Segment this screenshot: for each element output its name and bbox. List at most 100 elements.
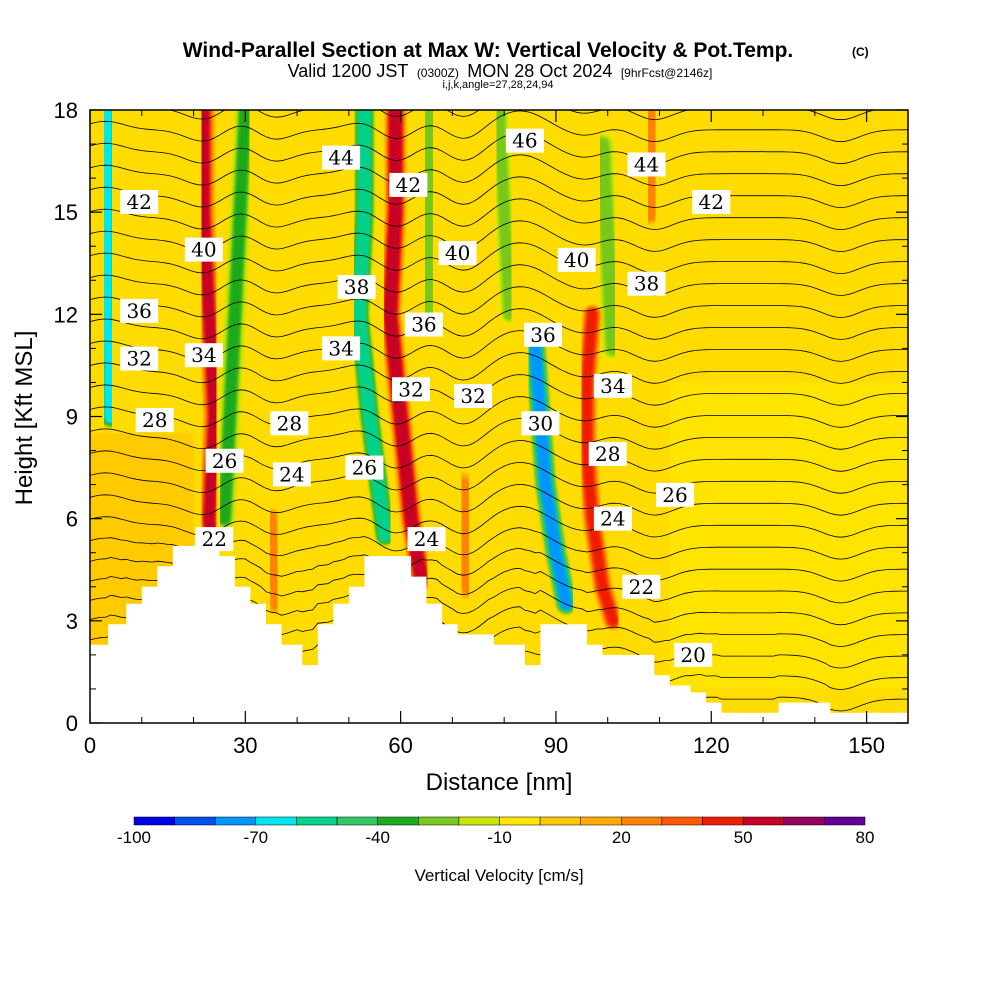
contour-label-text: 26 xyxy=(352,456,377,480)
contour-label: 24 xyxy=(272,462,311,487)
contour-label-text: 20 xyxy=(680,643,705,667)
theta-contour xyxy=(90,374,908,406)
subtitle-grid-indices: i,j,k,angle=27,28,24,94 xyxy=(442,79,553,91)
contour-label-box xyxy=(205,448,244,473)
contour-label: 26 xyxy=(345,455,384,480)
contour-label: 34 xyxy=(184,343,223,368)
updraft-band-6-3 xyxy=(265,512,283,610)
downdraft-band-0-3 xyxy=(99,110,117,423)
theta-contour xyxy=(90,154,908,187)
theta-contour xyxy=(90,93,908,98)
colorbar-swatch xyxy=(336,816,378,826)
contour-label-box xyxy=(521,411,560,436)
colorbar-label: Vertical Velocity [cm/s] xyxy=(414,866,583,885)
colorbar-swatch xyxy=(418,816,460,826)
y-axis-label: Height [Kft MSL] xyxy=(11,331,38,506)
contour-label-box xyxy=(557,247,596,272)
contour-label-box xyxy=(184,237,223,262)
contour-label-text: 40 xyxy=(191,238,216,262)
colorbar-swatch xyxy=(133,816,175,826)
contour-label-text: 28 xyxy=(595,442,620,466)
contour-label-box xyxy=(270,411,309,436)
theta-contour xyxy=(90,330,908,362)
contour-label-box xyxy=(692,189,731,214)
updraft-band-5-3 xyxy=(455,477,475,594)
downdraft-band-5-3 xyxy=(493,110,516,321)
contour-label-text: 30 xyxy=(528,411,553,435)
colorbar-tick-label: -100 xyxy=(117,828,151,847)
contour-label-box xyxy=(627,152,666,177)
y-tick-label: 6 xyxy=(66,507,78,532)
subtitle-valid: Valid 1200 JST xyxy=(288,61,409,81)
colorbar-swatch xyxy=(580,816,622,826)
contour-label-text: 26 xyxy=(212,449,237,473)
contour-label-text: 38 xyxy=(344,275,369,299)
theta-contour xyxy=(90,264,908,296)
contour-label-text: 36 xyxy=(530,323,555,347)
contour-label-text: 44 xyxy=(328,146,353,170)
x-axis-label: Distance [nm] xyxy=(426,769,573,796)
colorbar-tick-label: 50 xyxy=(734,828,753,847)
theta-contour xyxy=(90,308,908,340)
contour-label: 22 xyxy=(195,527,234,552)
y-tick-label: 18 xyxy=(54,98,78,123)
contour-label: 38 xyxy=(337,275,376,300)
contour-label: 46 xyxy=(505,128,544,153)
weak-motion-region xyxy=(669,382,908,689)
plot-area: 42 36 32 28 40 34 26 22 44 38 34 28 24 26 42 36 32 24 40 32… xyxy=(90,93,908,723)
contour-label-box xyxy=(505,128,544,153)
x-tick-label: 150 xyxy=(848,733,885,758)
contour-label: 32 xyxy=(391,377,430,402)
contour-label-box xyxy=(438,241,477,266)
contour-label-box xyxy=(120,189,159,214)
contour-label-box xyxy=(337,275,376,300)
contour-label-text: 46 xyxy=(512,129,537,153)
contour-label-box xyxy=(404,312,443,337)
colorbar-swatch xyxy=(702,816,744,826)
contour-label-box xyxy=(135,407,174,432)
contour-label-text: 38 xyxy=(634,272,659,296)
contour-label: 32 xyxy=(454,384,493,409)
contour-label-text: 40 xyxy=(445,241,470,265)
contour-label-text: 32 xyxy=(460,384,485,408)
contour-label: 22 xyxy=(622,574,661,599)
contour-label: 40 xyxy=(184,237,223,262)
colorbar-swatch xyxy=(621,816,663,826)
contour-labels: 42 36 32 28 40 34 26 22 44 38 34 28 24 26 42 36 32 24 40 32… xyxy=(120,128,731,667)
contour-label-box xyxy=(184,343,223,368)
contour-label-text: 42 xyxy=(396,173,421,197)
contour-label-text: 28 xyxy=(142,408,167,432)
colorbar: -100 -70 -40 -10 20 50 80 xyxy=(117,816,874,847)
contour-label-box xyxy=(407,527,446,552)
contour-label: 26 xyxy=(656,482,695,507)
contour-label: 24 xyxy=(593,506,632,531)
theta-contour xyxy=(90,483,908,516)
theta-contour xyxy=(90,396,908,428)
contour-label: 34 xyxy=(593,373,632,398)
contour-label-box xyxy=(674,642,713,667)
contour-label-box xyxy=(622,574,661,599)
theta-contour xyxy=(90,110,908,143)
x-tick-label: 90 xyxy=(544,733,568,758)
theta-contour xyxy=(90,242,908,274)
subtitle-utc: (0300Z) xyxy=(417,66,459,80)
contour-label: 40 xyxy=(438,241,477,266)
contour-label: 40 xyxy=(557,247,596,272)
contour-label-box xyxy=(593,373,632,398)
contour-label-text: 26 xyxy=(662,483,687,507)
contour-label-box xyxy=(454,384,493,409)
contour-label: 36 xyxy=(524,322,563,347)
contour-label-text: 44 xyxy=(634,152,659,176)
contour-label: 36 xyxy=(120,298,159,323)
colorbar-swatch xyxy=(214,816,257,826)
contour-label-box xyxy=(195,527,234,552)
theta-contour xyxy=(90,220,908,253)
theta-contour xyxy=(90,418,908,450)
contour-label-text: 34 xyxy=(600,374,625,398)
contour-label: 28 xyxy=(270,411,309,436)
contour-label: 42 xyxy=(389,172,428,197)
contour-label-text: 34 xyxy=(328,336,353,360)
contour-label-box xyxy=(389,172,428,197)
